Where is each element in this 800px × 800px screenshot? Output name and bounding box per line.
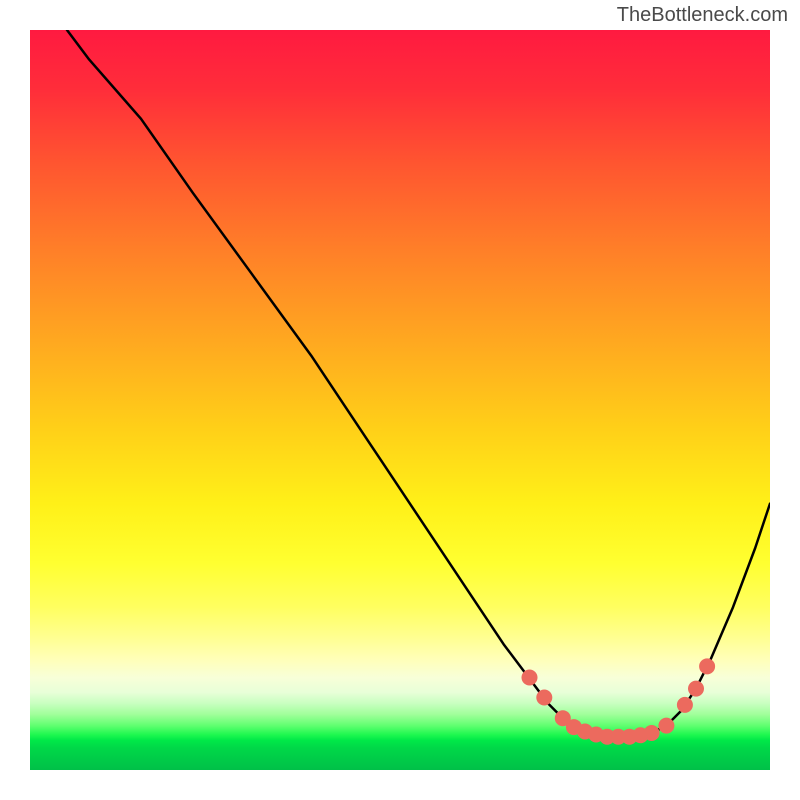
data-marker — [522, 670, 538, 686]
bottleneck-curve — [67, 30, 770, 737]
chart-container — [30, 30, 770, 770]
data-marker — [677, 697, 693, 713]
data-marker — [644, 725, 660, 741]
data-marker — [536, 689, 552, 705]
data-marker — [688, 681, 704, 697]
curve-layer — [30, 30, 770, 770]
data-marker — [658, 718, 674, 734]
markers-group — [522, 658, 716, 744]
watermark: TheBottleneck.com — [617, 4, 788, 27]
data-marker — [699, 658, 715, 674]
